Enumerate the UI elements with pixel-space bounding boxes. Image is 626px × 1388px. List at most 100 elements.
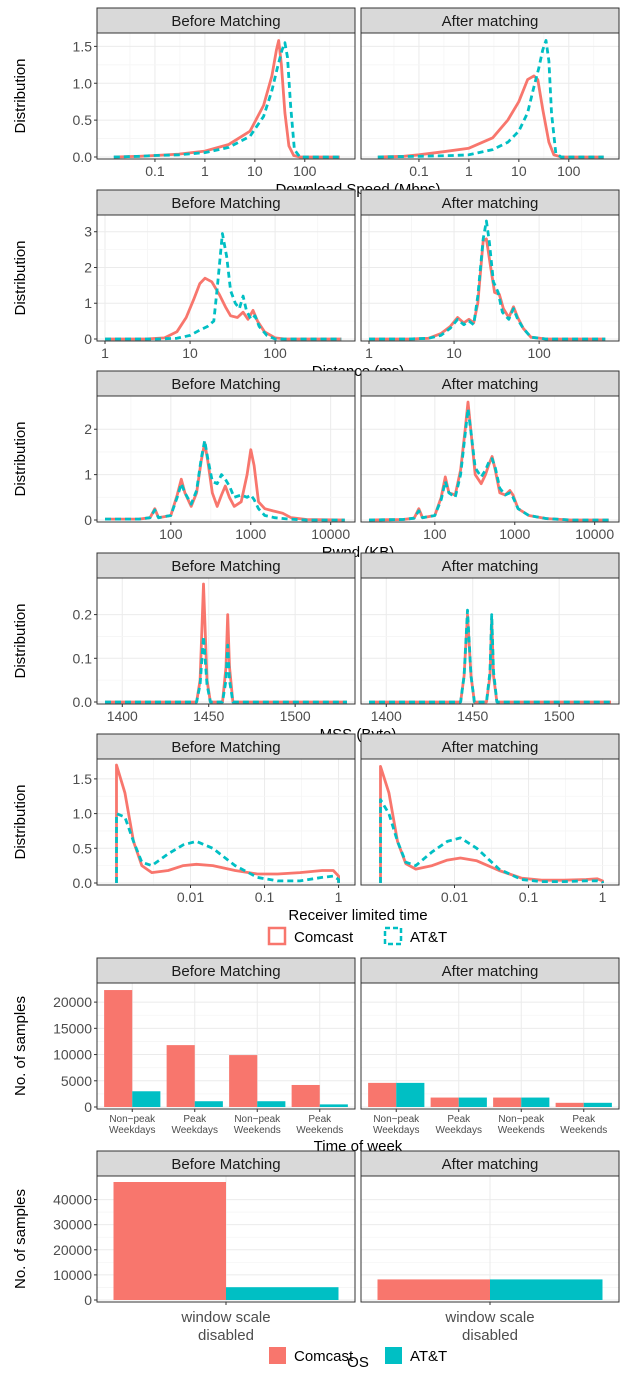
x-tick-label: Weekends	[234, 1125, 281, 1136]
strip-background	[96, 1150, 356, 1177]
panel-border	[360, 758, 620, 886]
density-line-att	[369, 219, 606, 341]
panel-border	[96, 395, 356, 523]
x-tick-label: 100	[527, 345, 551, 361]
strip-background	[96, 957, 356, 984]
panel-before: Before MatchingNon−peakWeekdaysPeakWeekd…	[96, 957, 356, 1136]
x-tick-label: Peak	[183, 1114, 207, 1125]
bar-att	[194, 1101, 223, 1107]
y-tick-label: 10000	[53, 1267, 92, 1283]
strip-background	[360, 7, 620, 34]
panel-before: Before Matching 1 10 100	[96, 189, 356, 361]
x-tick-label: 1	[365, 345, 373, 361]
x-tick-label: 1500	[544, 708, 575, 724]
panel-before: Before Matching 1400 1450 1500	[96, 552, 356, 724]
density-line-comcast	[113, 39, 340, 159]
bar-comcast	[291, 1084, 320, 1107]
x-tick-label: 0.01	[177, 889, 204, 905]
x-tick-label: Peak	[572, 1114, 596, 1125]
y-tick-label: 2	[84, 259, 92, 275]
x-tick-label: 0.1	[145, 163, 165, 179]
y-axis-title: Distribution	[12, 784, 29, 859]
bar-att	[490, 1279, 603, 1300]
y-tick-label: 3	[84, 224, 92, 240]
chart-row-4: Distribution Before Matching 0.01 0.1 1 After…	[12, 733, 620, 924]
bar-comcast	[377, 1279, 490, 1300]
x-tick-label: Weekdays	[435, 1125, 482, 1136]
x-tick-label: 100	[557, 163, 581, 179]
y-tick-label: 1.5	[73, 38, 93, 54]
bar-comcast	[104, 990, 133, 1107]
y-tick-label: 0.2	[73, 607, 93, 623]
strip-background	[96, 370, 356, 397]
panel-title: Before Matching	[171, 1156, 280, 1173]
legend-label-att: AT&T	[410, 929, 447, 946]
y-tick-label: 1.5	[73, 771, 93, 787]
y-tick-label: 1.0	[73, 75, 93, 91]
x-tick-label: disabled	[198, 1327, 254, 1344]
y-tick-label: 0.5	[73, 840, 93, 856]
legend-bar: Comcast AT&T	[269, 1347, 447, 1365]
y-tick-label: 2	[84, 421, 92, 437]
x-tick-label: 0.1	[409, 163, 429, 179]
panel-after: After matching 1 10 100	[360, 189, 620, 361]
panel-title: After matching	[442, 739, 539, 756]
x-tick-label: 1	[201, 163, 209, 179]
x-tick-label: Non−peak	[498, 1114, 545, 1125]
legend-bar-label-att: AT&T	[410, 1348, 447, 1365]
y-tick-label: 10000	[53, 1047, 92, 1063]
strip-background	[360, 957, 620, 984]
panel-before: Before Matching 0.1 1 10 100	[96, 7, 356, 179]
bar-comcast	[493, 1097, 522, 1107]
y-tick-label: 1	[84, 467, 92, 483]
density-line-att	[368, 407, 609, 522]
plot-background	[361, 215, 619, 341]
x-tick-label: 100	[423, 526, 447, 542]
panel-title: Before Matching	[171, 195, 280, 212]
density-line-comcast	[377, 74, 604, 159]
strip-background	[360, 733, 620, 760]
strip-background	[360, 370, 620, 397]
density-line-att	[113, 41, 340, 159]
y-tick-label: 0	[84, 331, 92, 347]
strip-background	[96, 7, 356, 34]
bar-att	[521, 1097, 550, 1107]
x-tick-label: 1000	[499, 526, 530, 542]
x-axis-title: OS	[347, 1354, 369, 1371]
panel-title: Before Matching	[171, 376, 280, 393]
x-tick-label: 100	[159, 526, 183, 542]
x-tick-label: Non−peak	[109, 1114, 156, 1125]
panel-title: Before Matching	[171, 558, 280, 575]
panel-border	[360, 395, 620, 523]
bar-att	[132, 1091, 161, 1107]
x-tick-label: 1	[599, 889, 607, 905]
bar-att	[319, 1104, 348, 1107]
x-tick-label: 1	[335, 889, 343, 905]
x-tick-label: Non−peak	[234, 1114, 281, 1125]
y-axis-title: No. of samples	[12, 996, 29, 1096]
strip-background	[360, 1150, 620, 1177]
x-tick-label: Peak	[447, 1114, 471, 1125]
x-tick-label: Weekdays	[171, 1125, 218, 1136]
panel-title: After matching	[442, 376, 539, 393]
legend-swatch-comcast	[267, 926, 287, 946]
x-tick-label: Non−peak	[373, 1114, 420, 1125]
y-tick-label: 1	[84, 295, 92, 311]
density-line-comcast	[369, 237, 606, 341]
panel-border	[96, 32, 356, 160]
bar-comcast	[229, 1055, 258, 1107]
panel-border	[360, 577, 620, 705]
plot-background	[97, 759, 355, 885]
panel-border	[360, 1175, 620, 1303]
x-tick-label: 0.1	[255, 889, 275, 905]
panel-title: Before Matching	[171, 739, 280, 756]
plot-background	[97, 33, 355, 159]
bar-att	[257, 1101, 286, 1107]
y-axis-title: Distribution	[12, 58, 29, 133]
x-tick-label: 0.1	[519, 889, 539, 905]
x-tick-label: 10	[511, 163, 527, 179]
